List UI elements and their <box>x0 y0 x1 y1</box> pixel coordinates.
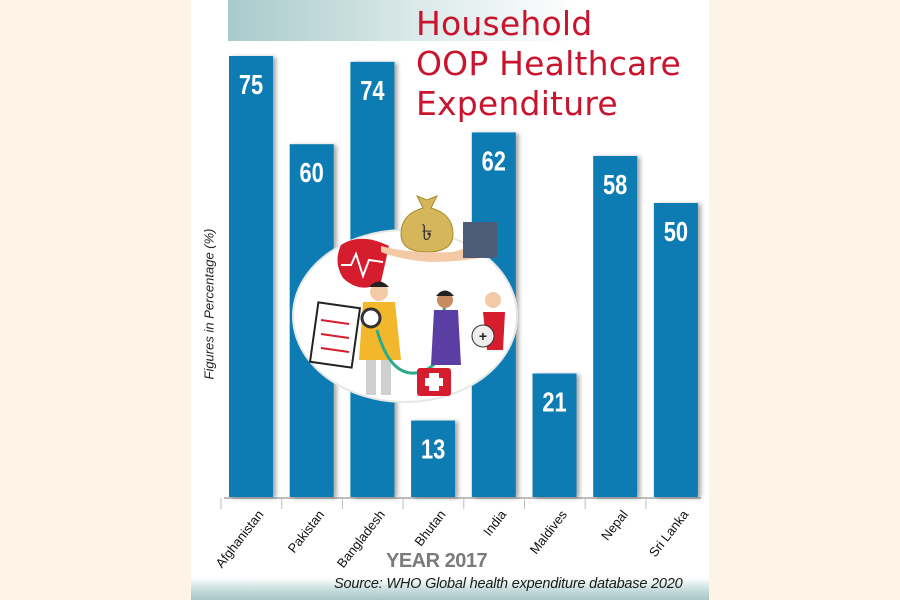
bar-afghanistan <box>229 56 273 497</box>
bar-bhutan <box>411 420 456 497</box>
y-axis-label: Figures in Percentage (%) <box>201 228 217 380</box>
value-label: 60 <box>300 158 324 189</box>
title-line-1: Household <box>416 4 593 43</box>
value-labels: 75 60 74 13 62 21 58 50 <box>239 69 688 465</box>
top-decorative-band <box>228 0 578 41</box>
nurse-figure-icon <box>431 290 461 365</box>
bottom-decorative-band <box>191 578 709 600</box>
patient-figure-icon: + <box>471 292 505 350</box>
healthcare-illustration: ৳ <box>292 195 518 403</box>
sleeve-icon <box>463 222 497 258</box>
value-label: 75 <box>239 69 263 100</box>
taka-symbol: ৳ <box>422 221 433 246</box>
chart-title: Household OOP Healthcare Expenditure <box>416 4 681 124</box>
bar-nepal <box>593 155 638 497</box>
value-label: 74 <box>360 75 384 106</box>
clipboard-icon <box>308 301 362 369</box>
bar-sri-lanka <box>653 203 698 497</box>
source-note: Source: WHO Global health expenditure da… <box>334 576 683 592</box>
money-bag-icon: ৳ <box>400 195 454 253</box>
title-line-3: Expenditure <box>416 84 618 123</box>
heart-pulse-icon <box>337 238 389 288</box>
x-axis-label: YEAR 2017 <box>386 550 488 572</box>
value-label: 13 <box>421 434 445 465</box>
value-label: 21 <box>542 387 566 418</box>
x-axis <box>220 497 701 509</box>
value-label: 50 <box>664 216 688 247</box>
value-label: 62 <box>482 146 506 177</box>
bar-maldives <box>532 373 577 497</box>
first-aid-kit-icon <box>417 368 451 396</box>
infographic-card: 75 60 74 13 62 21 58 50 Afghanistan Pakistan Bang… <box>191 0 709 600</box>
value-label: 58 <box>603 169 627 200</box>
title-line-2: OOP Healthcare <box>416 44 682 83</box>
svg-text:+: + <box>479 328 487 344</box>
doctor-figure-icon <box>359 281 401 395</box>
